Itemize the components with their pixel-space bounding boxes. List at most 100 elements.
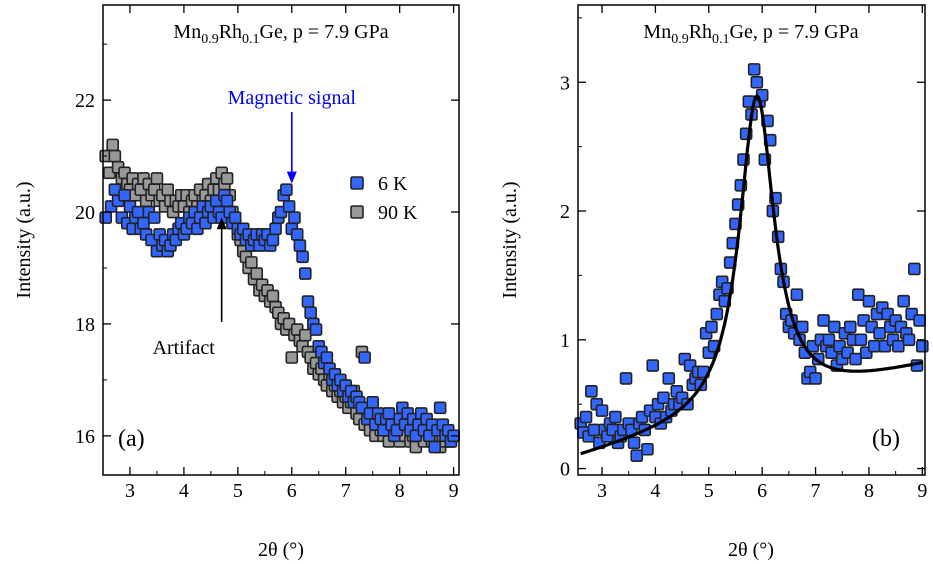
panel-b-label: (b): [872, 426, 900, 452]
data-point: [897, 294, 910, 308]
data-point: [269, 222, 282, 236]
panel-b-ticks: 3 4 5 6 7 8 9 0 1 2 3: [560, 5, 927, 502]
y-tick-label: 22: [75, 90, 95, 112]
data-point: [641, 442, 654, 456]
data-point: [220, 194, 234, 208]
fit-curve: [580, 93, 923, 456]
annotation-artifact: Artifact: [153, 337, 216, 359]
annotation-arrowhead: [286, 171, 297, 184]
data-point: [358, 351, 371, 364]
panel-a-title: Mn0.9Rh0.1Ge, p = 7.9 GPa: [173, 21, 388, 47]
data-point: [220, 172, 234, 185]
data-point: [619, 372, 633, 385]
data-point: [250, 267, 264, 280]
x-tick-label: 5: [233, 480, 243, 502]
data-point: [747, 63, 761, 76]
panel-a-label: (a): [118, 426, 145, 452]
y-tick-label: 0: [560, 459, 570, 481]
y-tick-label: 20: [75, 202, 95, 224]
x-tick-label: 8: [395, 480, 405, 502]
data-point: [822, 333, 836, 347]
data-point: [585, 385, 598, 398]
data-point: [854, 333, 868, 347]
x-tick-label: 7: [811, 480, 821, 502]
data-point: [266, 233, 280, 247]
panel-a-frame: [102, 4, 460, 476]
annotation-magnetic-signal: Magnetic signal: [228, 87, 357, 109]
data-point: [293, 239, 307, 252]
data-point: [662, 372, 676, 385]
panel-a-ticks: 3 4 5 6 7 8 9 16 18 20 22: [75, 5, 459, 502]
panel-a-ylabel: Intensity (a.u.): [13, 181, 35, 298]
legend-swatch: [350, 205, 364, 219]
legend-entry: 6 K: [378, 173, 408, 195]
panel-a-legend: 6 K 90 K: [350, 173, 418, 224]
data-point: [646, 359, 660, 372]
y-tick-label: 1: [560, 330, 570, 352]
data-point: [750, 75, 764, 89]
panel-b-frame: [577, 4, 926, 476]
panel-b-marks: [574, 63, 929, 462]
data-point: [867, 339, 881, 353]
data-point: [843, 320, 857, 334]
data-point: [817, 314, 830, 327]
y-tick-label: 2: [560, 201, 570, 223]
legend-swatch: [350, 176, 364, 190]
panel-a: 3 4 5 6 7 8 9 16 18 20 22 Mn0.9Rh0.1Ge, p = 7.9 GP…: [13, 4, 460, 561]
data-point: [150, 172, 164, 185]
data-point: [849, 352, 862, 366]
annotation-arrowhead: [216, 217, 227, 230]
legend-entry: 90 K: [378, 202, 418, 224]
data-point: [705, 320, 718, 334]
data-point: [809, 372, 822, 385]
data-point: [137, 216, 150, 230]
data-point: [579, 410, 593, 424]
data-point: [902, 333, 916, 347]
data-point: [298, 328, 312, 342]
data-point: [228, 211, 242, 224]
panel-a-marks: [99, 138, 460, 454]
data-point: [288, 211, 301, 224]
data-point: [627, 436, 641, 450]
data-point: [280, 183, 293, 196]
data-point: [433, 401, 447, 415]
data-point: [710, 307, 724, 321]
x-tick-label: 4: [179, 480, 189, 502]
data-point: [595, 404, 609, 417]
panel-a-annotations: Magnetic signal Artifact: [153, 87, 357, 359]
data-point: [118, 188, 131, 202]
data-point: [245, 256, 258, 269]
data-point: [916, 339, 929, 353]
data-point: [106, 138, 120, 152]
y-tick-label: 3: [560, 72, 570, 94]
data-point: [630, 449, 644, 462]
x-tick-label: 6: [757, 480, 767, 502]
data-point: [147, 211, 161, 224]
data-point: [131, 205, 145, 219]
data-point: [99, 211, 112, 224]
x-tick-label: 4: [650, 480, 660, 502]
data-point: [913, 314, 926, 327]
panel-b-ylabel: Intensity (a.u.): [499, 181, 521, 298]
data-point: [366, 395, 379, 409]
panel-a-xlabel: 2θ (°): [258, 539, 304, 561]
x-tick-label: 6: [287, 480, 297, 502]
data-point: [282, 200, 296, 213]
data-point: [609, 410, 622, 424]
data-point: [851, 288, 865, 302]
x-tick-label: 9: [917, 480, 927, 502]
data-point: [892, 339, 905, 353]
data-point: [908, 262, 921, 276]
data-point: [790, 288, 804, 302]
x-tick-label: 7: [341, 480, 351, 502]
y-tick-label: 18: [75, 314, 95, 336]
data-point: [873, 327, 886, 340]
data-point: [304, 306, 317, 320]
data-point: [309, 323, 323, 336]
data-point: [298, 267, 312, 280]
x-tick-label: 9: [449, 480, 459, 502]
data-point: [320, 351, 334, 364]
data-point: [827, 320, 841, 334]
x-tick-label: 5: [704, 480, 714, 502]
